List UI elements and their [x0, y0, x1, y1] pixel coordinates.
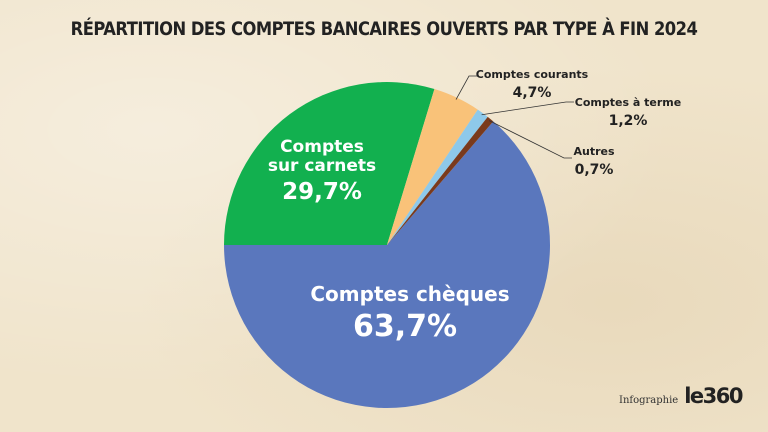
- label-autres-value: 0,7%: [575, 162, 614, 178]
- chart-title: RÉPARTITION DES COMPTES BANCAIRES OUVERT…: [70, 18, 698, 40]
- label-comptes-cheques-value: 63,7%: [353, 309, 457, 344]
- pie-slice-comptes-cheques: [224, 121, 550, 408]
- label-comptes-a-terme-name: Comptes à terme: [575, 96, 681, 109]
- credit-text: Infographie: [619, 395, 679, 406]
- pie-slice-autres: [387, 116, 494, 245]
- label-comptes-cheques-name: Comptes chèques: [310, 282, 509, 306]
- label-comptes-courants-value: 4,7%: [513, 85, 552, 101]
- label-comptes-courants-name: Comptes courants: [476, 68, 589, 81]
- credit: Infographie le360: [619, 384, 743, 408]
- label-comptes-sur-carnets-value: 29,7%: [282, 179, 362, 205]
- label-autres-name: Autres: [573, 145, 614, 158]
- leader-line-comptes-courants: [455, 75, 477, 100]
- label-comptes-a-terme-value: 1,2%: [609, 113, 648, 129]
- pie-slice-comptes-a-terme: [387, 109, 488, 245]
- le360-logo: le360: [684, 384, 743, 408]
- pie-slice-comptes-courants: [387, 89, 478, 245]
- label-comptes-sur-carnets-name: Comptes sur carnets: [268, 137, 376, 176]
- leader-line-comptes-a-terme: [481, 101, 574, 116]
- leader-line-autres: [489, 120, 572, 159]
- pie-slice-comptes-sur-carnets: [224, 81, 435, 245]
